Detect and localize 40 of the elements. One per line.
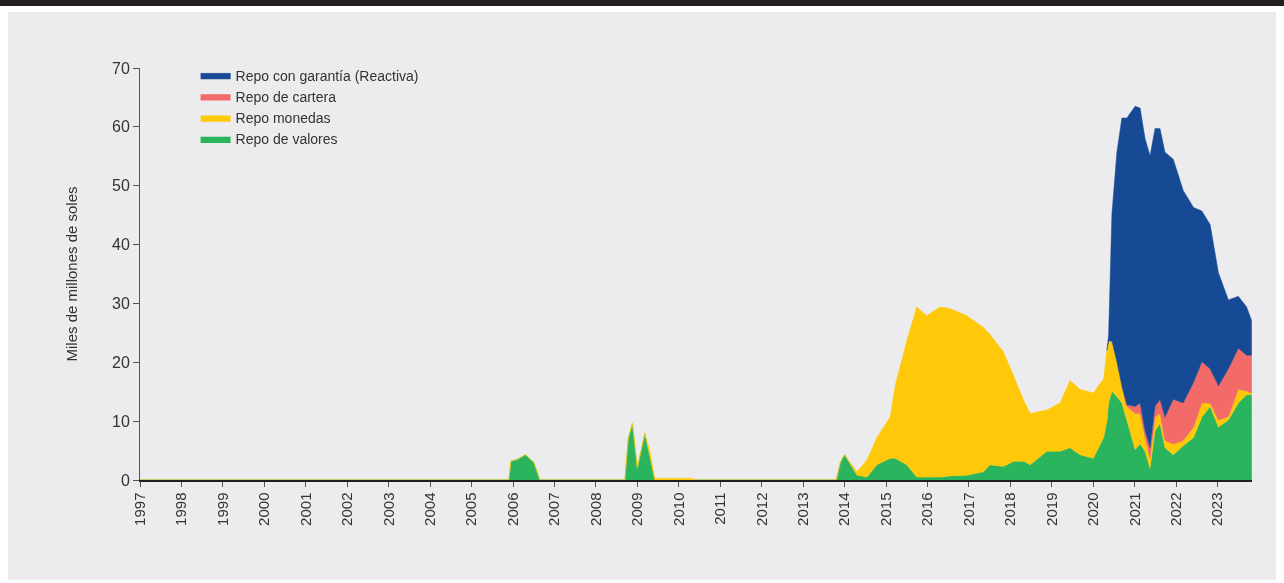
y-tick-label: 0 xyxy=(120,471,130,489)
x-tick-label: 2001 xyxy=(296,492,314,526)
y-tick-label: 30 xyxy=(112,295,130,313)
x-tick-label: 2007 xyxy=(545,492,563,526)
legend-label: Repo con garantía (Reactiva) xyxy=(235,67,419,84)
legend-label: Repo de valores xyxy=(235,131,338,148)
y-tick-label: 20 xyxy=(112,353,130,371)
x-tick-label: 2018 xyxy=(1001,492,1019,526)
legend-label: Repo de cartera xyxy=(235,89,337,106)
x-tick-label: 2015 xyxy=(876,492,894,526)
x-tick-label: 2003 xyxy=(379,492,397,526)
x-tick-label: 2014 xyxy=(835,492,853,526)
x-tick-label: 2000 xyxy=(255,492,273,526)
x-tick-label: 1999 xyxy=(213,492,231,526)
x-tick-label: 1998 xyxy=(172,492,190,526)
x-tick-label: 2009 xyxy=(628,492,646,526)
x-tick-label: 2019 xyxy=(1042,492,1060,526)
y-axis-title: Miles de millones de soles xyxy=(63,186,81,362)
x-tick-label: 2017 xyxy=(959,492,977,526)
y-tick-label: 10 xyxy=(112,412,130,430)
x-tick-label: 2013 xyxy=(794,492,812,526)
y-tick-label: 70 xyxy=(112,59,130,77)
y-tick-label: 40 xyxy=(112,236,130,254)
x-tick-label: 2010 xyxy=(669,492,687,526)
x-tick-label: 2016 xyxy=(918,492,936,526)
y-tick-label: 50 xyxy=(112,177,130,195)
x-tick-label: 2006 xyxy=(503,492,521,526)
x-tick-label: 2002 xyxy=(338,492,356,526)
x-tick-label: 2021 xyxy=(1125,492,1143,526)
x-tick-label: 2005 xyxy=(462,492,480,526)
x-tick-label: 2004 xyxy=(420,492,438,526)
x-tick-label: 2020 xyxy=(1084,492,1102,526)
x-tick-label: 2011 xyxy=(711,492,729,525)
x-tick-label: 2022 xyxy=(1167,492,1185,526)
x-tick-label: 2008 xyxy=(586,492,604,526)
x-tick-label: 1997 xyxy=(130,492,148,526)
legend-label: Repo monedas xyxy=(235,110,331,127)
x-tick-label: 2012 xyxy=(752,492,770,526)
y-tick-label: 60 xyxy=(112,118,130,136)
x-tick-label: 2023 xyxy=(1208,492,1226,526)
